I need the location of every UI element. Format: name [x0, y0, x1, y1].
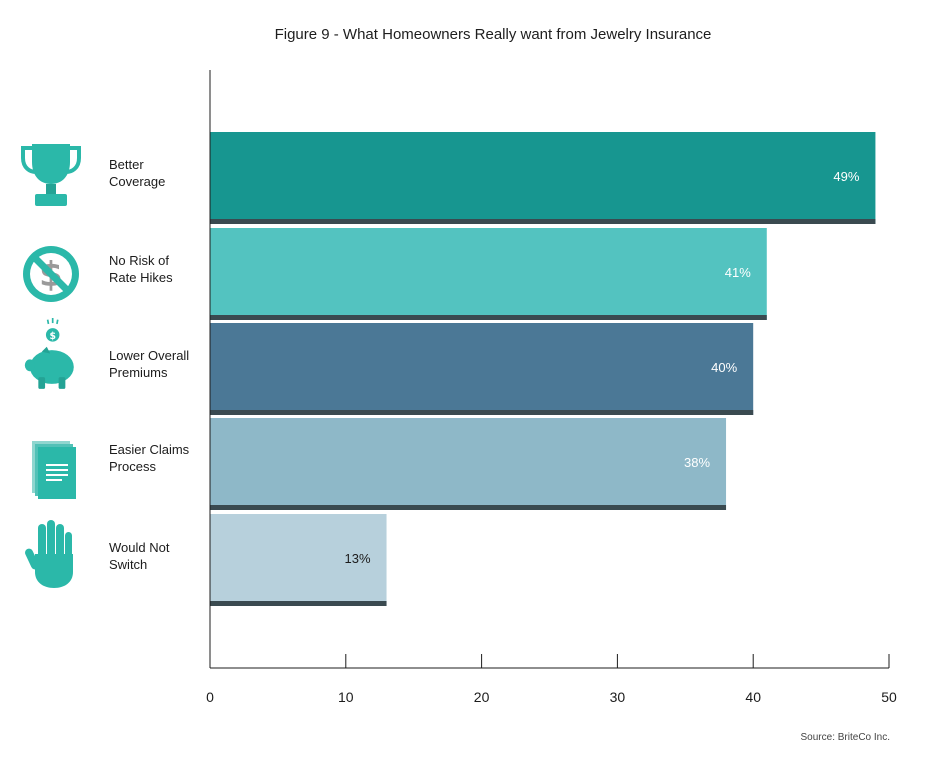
bar-easier-claims-process [210, 418, 727, 510]
svg-text:$: $ [49, 331, 55, 342]
chart-title: Figure 9 - What Homeowners Really want f… [274, 26, 712, 43]
category-label-would-not-switch: Would Not Switch [109, 540, 170, 572]
value-label-better-coverage: 49% [833, 169, 859, 184]
bar-better-coverage [210, 132, 876, 224]
category-label-better-coverage: Better Coverage [109, 157, 166, 189]
bar-shadow-lower-overall-premiums [210, 410, 754, 415]
category-label-lower-overall-premiums: Lower Overall Premiums [109, 348, 190, 380]
bar-lower-overall-premiums [210, 323, 754, 415]
value-label-easier-claims-process: 38% [684, 455, 710, 470]
category-label-no-risk-of-rate-hikes: No Risk of Rate Hikes [109, 253, 173, 285]
no-dollar-icon: $ [23, 246, 79, 302]
bar-no-risk-of-rate-hikes [210, 228, 767, 320]
hand-icon [25, 520, 73, 588]
category-label-easier-claims-process: Easier Claims Process [109, 442, 190, 474]
value-label-would-not-switch: 13% [345, 551, 371, 566]
piggy-bank-icon: $ [24, 318, 74, 389]
bar-shadow-no-risk-of-rate-hikes [210, 315, 767, 320]
bar-would-not-switch [210, 514, 387, 606]
documents-icon [32, 441, 76, 499]
bar-shadow-easier-claims-process [210, 505, 727, 510]
x-tick-label-50: 50 [881, 689, 897, 705]
x-tick-label-40: 40 [745, 689, 761, 705]
value-label-lower-overall-premiums: 40% [711, 360, 737, 375]
x-tick-label-10: 10 [338, 689, 354, 705]
x-tick-label-0: 0 [206, 689, 214, 705]
x-tick-label-20: 20 [474, 689, 490, 705]
value-label-no-risk-of-rate-hikes: 41% [725, 265, 751, 280]
x-tick-label-30: 30 [610, 689, 626, 705]
bar-shadow-would-not-switch [210, 601, 387, 606]
trophy-icon [21, 144, 81, 206]
source-note: Source: BriteCo Inc. [800, 732, 890, 743]
bar-shadow-better-coverage [210, 219, 876, 224]
